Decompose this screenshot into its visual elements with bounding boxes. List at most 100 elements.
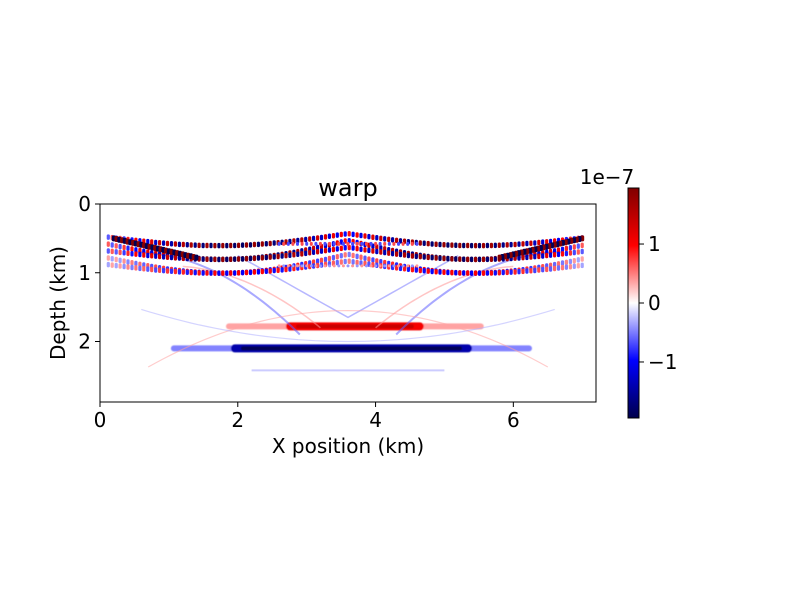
colorbar: −1 0 1 1e−7 bbox=[580, 165, 677, 419]
wavelet bbox=[197, 270, 201, 276]
wavelet bbox=[466, 270, 470, 276]
wavelet bbox=[359, 246, 363, 252]
center-wavelet bbox=[300, 241, 304, 246]
wavelet bbox=[312, 249, 316, 255]
wavelet bbox=[521, 254, 525, 261]
wavelet bbox=[106, 255, 110, 261]
wavelet bbox=[185, 242, 189, 248]
x-axis: 0 2 4 6 bbox=[94, 402, 520, 432]
wavelet bbox=[237, 256, 241, 262]
wavelet bbox=[359, 254, 363, 260]
y-tick-label: 2 bbox=[78, 330, 91, 354]
wavelet bbox=[288, 252, 292, 258]
wavelet bbox=[316, 244, 320, 251]
wavelet bbox=[319, 248, 324, 254]
wavelet bbox=[300, 251, 304, 257]
wavelet bbox=[462, 242, 466, 249]
wavelet bbox=[233, 242, 237, 249]
plot-background bbox=[100, 204, 596, 402]
center-wavelet bbox=[392, 264, 396, 268]
wavelet bbox=[422, 240, 426, 246]
wavelet bbox=[383, 249, 387, 256]
wavelet bbox=[470, 256, 474, 263]
wavelet bbox=[122, 250, 126, 256]
wavelet bbox=[446, 269, 450, 276]
wavelet bbox=[335, 232, 339, 238]
wavelet bbox=[339, 253, 343, 259]
wavelet bbox=[379, 259, 383, 265]
center-wavelet bbox=[309, 264, 313, 268]
center-wavelet bbox=[369, 264, 373, 268]
wavelet bbox=[568, 258, 572, 265]
center-wavelet bbox=[318, 264, 322, 268]
wavelet bbox=[323, 256, 328, 263]
x-tick-label: 6 bbox=[507, 408, 520, 432]
wavelet bbox=[276, 267, 280, 273]
wavelet bbox=[481, 270, 486, 276]
wavelet bbox=[114, 249, 118, 255]
wavelet bbox=[580, 242, 584, 249]
wavelet bbox=[474, 242, 478, 249]
center-wavelet bbox=[328, 241, 332, 246]
wavelet bbox=[402, 266, 407, 272]
wavelet bbox=[213, 242, 217, 249]
center-wavelet bbox=[305, 264, 309, 268]
wavelet bbox=[256, 241, 260, 248]
right-limb-wavelet bbox=[497, 254, 502, 261]
wavelet bbox=[252, 241, 256, 248]
wavelet bbox=[335, 254, 339, 260]
wavelet bbox=[331, 254, 335, 261]
wavelet bbox=[134, 247, 138, 253]
wavelet bbox=[564, 250, 568, 257]
wavelet bbox=[347, 231, 351, 237]
center-wavelet bbox=[346, 264, 350, 268]
wavelet bbox=[521, 241, 525, 247]
center-wavelet bbox=[328, 264, 332, 268]
wide-blue-arc bbox=[141, 308, 555, 343]
wavelet bbox=[406, 266, 410, 272]
wavelet bbox=[138, 261, 142, 268]
wavelet bbox=[327, 247, 331, 253]
wavelet bbox=[126, 250, 130, 256]
wavelet bbox=[331, 233, 335, 239]
wavelet bbox=[312, 235, 316, 242]
wavelet bbox=[406, 252, 410, 259]
left-smile-red bbox=[182, 265, 321, 329]
wavelet bbox=[509, 241, 513, 248]
wavelet bbox=[292, 252, 296, 258]
wavelet bbox=[501, 269, 505, 276]
wavelet bbox=[244, 256, 249, 262]
center-wavelet bbox=[415, 264, 419, 268]
wavelet bbox=[533, 240, 537, 246]
wavelet bbox=[442, 255, 446, 262]
wavelet bbox=[323, 247, 328, 254]
center-wavelet bbox=[364, 264, 368, 268]
wavelet bbox=[343, 252, 347, 258]
wavelet bbox=[442, 242, 446, 248]
wavelet bbox=[474, 270, 478, 276]
wavelet bbox=[296, 251, 300, 257]
wavelet bbox=[319, 234, 324, 241]
wavelet bbox=[497, 270, 501, 276]
center-wavelet bbox=[305, 241, 309, 246]
plot-area bbox=[99, 203, 597, 403]
wavelet bbox=[576, 257, 580, 263]
wavelet bbox=[280, 253, 284, 259]
wavelet bbox=[114, 243, 118, 249]
wavelet bbox=[541, 266, 545, 273]
wavelet bbox=[110, 262, 114, 268]
wavelet bbox=[398, 238, 403, 244]
center-wavelet bbox=[337, 241, 341, 246]
wavelet bbox=[118, 243, 122, 250]
wavelet bbox=[209, 256, 213, 263]
wavelet bbox=[367, 247, 371, 254]
wavelet bbox=[126, 264, 130, 270]
wavelet bbox=[165, 268, 170, 274]
center-wavelet bbox=[277, 241, 281, 246]
center-wavelet bbox=[332, 241, 336, 246]
center-wavelet bbox=[374, 264, 378, 268]
center-wavelet bbox=[360, 264, 364, 268]
wavelet bbox=[422, 268, 426, 274]
center-wavelet bbox=[314, 241, 318, 246]
